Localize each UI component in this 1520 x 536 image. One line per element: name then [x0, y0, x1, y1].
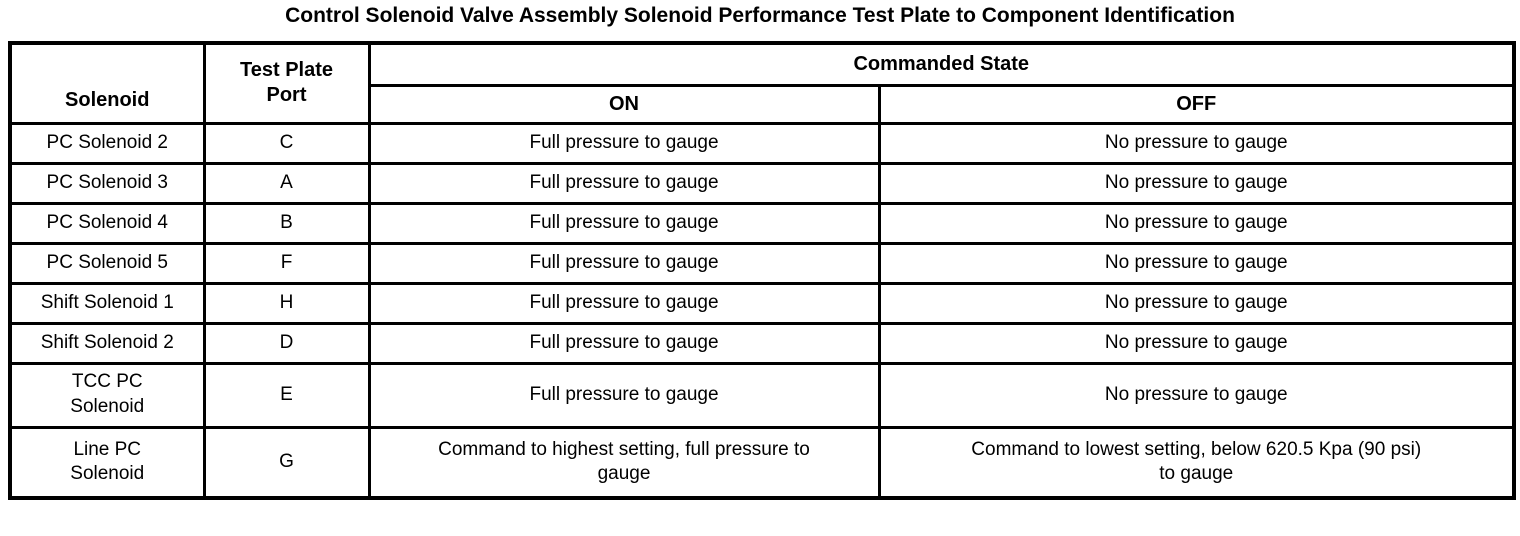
- cell-test-plate-port: B: [202, 201, 371, 245]
- cell-test-plate-port: F: [202, 241, 371, 285]
- cell-commanded-off: No pressure to gauge: [877, 321, 1516, 365]
- cell-commanded-off: No pressure to gauge: [877, 281, 1516, 325]
- table-row: Line PC Solenoid G Command to highest se…: [8, 425, 1516, 500]
- cell-solenoid: PC Solenoid 3: [8, 161, 206, 205]
- cell-commanded-off: No pressure to gauge: [877, 161, 1516, 205]
- table-row: PC Solenoid 3 A Full pressure to gauge N…: [8, 161, 1516, 205]
- cell-test-plate-port: E: [202, 361, 371, 429]
- cell-solenoid: PC Solenoid 4: [8, 201, 206, 245]
- cell-test-plate-port: H: [202, 281, 371, 325]
- column-header-on: ON: [367, 83, 881, 125]
- cell-test-plate-port: C: [202, 121, 371, 165]
- cell-test-plate-port: G: [202, 425, 371, 500]
- page-title: Control Solenoid Valve Assembly Solenoid…: [285, 4, 1235, 27]
- solenoid-identification-table: Solenoid Test Plate Port Commanded State…: [8, 41, 1516, 501]
- column-header-commanded-state: Commanded State: [367, 41, 1516, 87]
- cell-commanded-on: Full pressure to gauge: [367, 361, 881, 429]
- cell-solenoid: PC Solenoid 5: [8, 241, 206, 285]
- column-header-test-plate-port: Test Plate Port: [202, 41, 371, 125]
- cell-commanded-on: Full pressure to gauge: [367, 121, 881, 165]
- cell-commanded-off: No pressure to gauge: [877, 241, 1516, 285]
- cell-test-plate-port: D: [202, 321, 371, 365]
- table-row: Shift Solenoid 1 H Full pressure to gaug…: [8, 281, 1516, 325]
- table-row: PC Solenoid 4 B Full pressure to gauge N…: [8, 201, 1516, 245]
- cell-commanded-on: Full pressure to gauge: [367, 161, 881, 205]
- cell-commanded-on: Full pressure to gauge: [367, 241, 881, 285]
- cell-commanded-off: Command to lowest setting, below 620.5 K…: [877, 425, 1516, 500]
- cell-commanded-off: No pressure to gauge: [877, 201, 1516, 245]
- cell-commanded-on: Full pressure to gauge: [367, 321, 881, 365]
- column-header-solenoid: Solenoid: [8, 41, 206, 125]
- cell-solenoid: TCC PC Solenoid: [8, 361, 206, 429]
- cell-commanded-on: Full pressure to gauge: [367, 201, 881, 245]
- cell-commanded-on: Full pressure to gauge: [367, 281, 881, 325]
- header-row-states: ON OFF: [10, 83, 1516, 125]
- column-header-off: OFF: [877, 83, 1516, 125]
- cell-test-plate-port: A: [202, 161, 371, 205]
- cell-commanded-on: Command to highest setting, full pressur…: [367, 425, 881, 500]
- cell-solenoid: Line PC Solenoid: [8, 425, 206, 500]
- cell-commanded-off: No pressure to gauge: [877, 361, 1516, 429]
- table-row: TCC PC Solenoid E Full pressure to gauge…: [8, 361, 1516, 429]
- table-row: Shift Solenoid 2 D Full pressure to gaug…: [8, 321, 1516, 365]
- table-header: Solenoid Test Plate Port Commanded State…: [8, 41, 1516, 125]
- cell-solenoid: PC Solenoid 2: [8, 121, 206, 165]
- cell-solenoid: Shift Solenoid 2: [8, 321, 206, 365]
- document-page: Control Solenoid Valve Assembly Solenoid…: [0, 4, 1520, 501]
- table-body: PC Solenoid 2 C Full pressure to gauge N…: [8, 121, 1516, 500]
- cell-commanded-off: No pressure to gauge: [877, 121, 1516, 165]
- table-row: PC Solenoid 5 F Full pressure to gauge N…: [8, 241, 1516, 285]
- cell-solenoid: Shift Solenoid 1: [8, 281, 206, 325]
- header-row-top: Solenoid Test Plate Port Commanded State: [8, 41, 1516, 125]
- table-row: PC Solenoid 2 C Full pressure to gauge N…: [8, 121, 1516, 165]
